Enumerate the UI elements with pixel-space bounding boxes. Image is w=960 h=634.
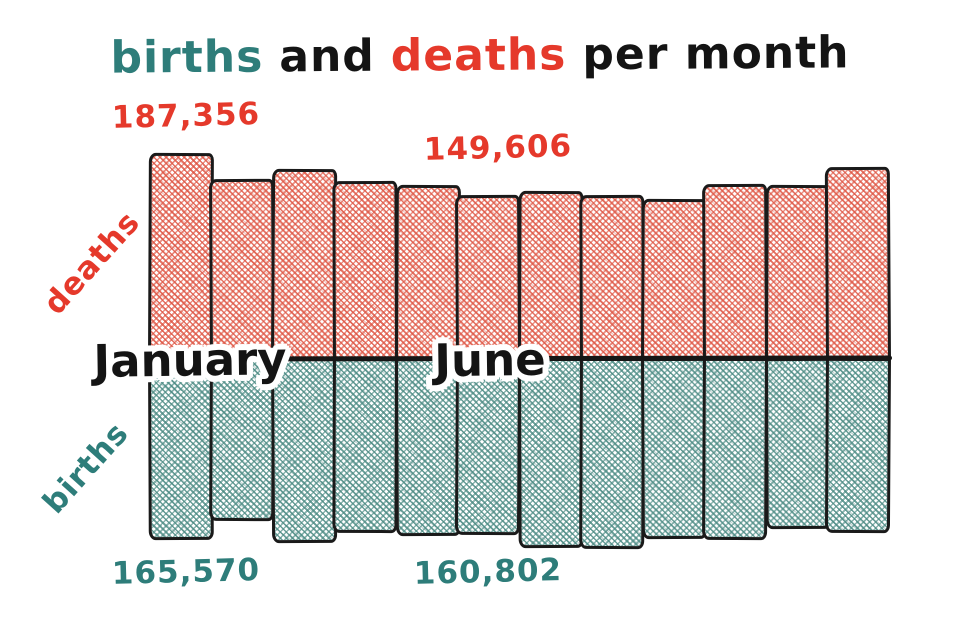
bar-deaths-september [641, 198, 707, 361]
bar-deaths-january [148, 152, 214, 361]
bar-births-july [518, 357, 584, 548]
bar-deaths-november [764, 184, 831, 361]
chart-title: births and deaths per month [0, 27, 960, 85]
title-word-and: and [279, 30, 375, 83]
axis-label-june: June [433, 332, 547, 388]
bar-births-november [764, 357, 831, 530]
deaths-axis-label: deaths [36, 204, 148, 322]
title-word-births: births [110, 31, 264, 84]
bar-deaths-april [332, 180, 398, 361]
bar-deaths-august [578, 194, 645, 361]
bar-births-september [641, 357, 707, 540]
title-word-deaths: deaths [390, 29, 567, 82]
annotation-deaths-june: 149,606 [423, 128, 573, 168]
bar-births-august [578, 357, 645, 549]
bar-deaths-october [702, 183, 768, 361]
annotation-deaths-january: 187,356 [111, 96, 261, 136]
bar-births-march [271, 357, 338, 543]
bar-deaths-december [825, 166, 891, 361]
annotation-births-january: 165,570 [111, 552, 261, 592]
title-word-per-month: per month [582, 27, 850, 81]
axis-label-january: January [93, 332, 287, 388]
bar-births-december [825, 357, 891, 533]
annotation-births-june: 160,802 [413, 552, 563, 592]
births-axis-label: births [36, 415, 136, 521]
bar-births-october [702, 357, 768, 541]
bar-births-april [332, 357, 398, 533]
